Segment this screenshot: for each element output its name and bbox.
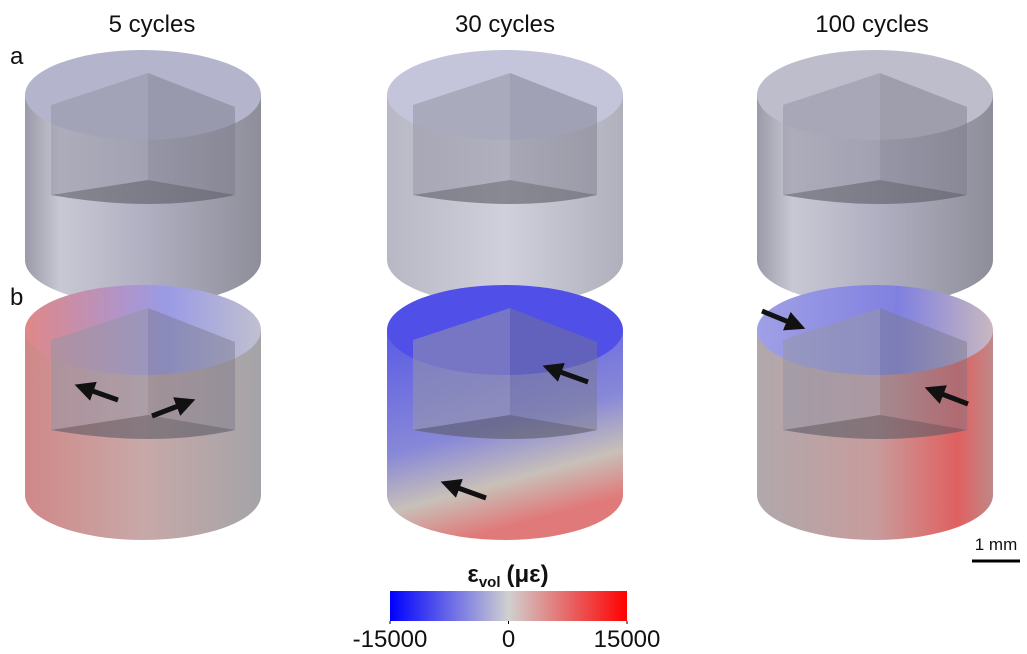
specimen [25,285,261,540]
column-title: 5 cycles [109,11,196,38]
colorbar-tick-label: 0 [502,626,515,653]
colorbar-ticks: -15000 0 15000 [353,621,661,653]
column-title: 30 cycles [455,11,555,38]
colorbar [390,591,627,621]
scale-bar-label: 1 mm [975,535,1018,554]
colorbar-tick-label: -15000 [353,626,428,653]
page: 5 cycles 30 cycles 100 cycles a b 1 mm ε… [0,0,1027,654]
column-title: 100 cycles [815,11,928,38]
colorbar-subscript: vol [479,574,501,591]
colorbar-title: εvol (με) [467,561,548,591]
specimen [757,50,993,305]
row-label: a [10,43,24,70]
specimens [25,50,993,540]
specimen [25,50,261,305]
colorbar-symbol: ε [467,561,478,588]
specimen [387,50,623,305]
row-label: b [10,284,23,311]
colorbar-tick-label: 15000 [594,626,661,653]
colorbar-unit: (με) [507,561,549,588]
figure: 5 cycles 30 cycles 100 cycles a b 1 mm ε… [0,0,1027,654]
specimen [387,285,623,540]
